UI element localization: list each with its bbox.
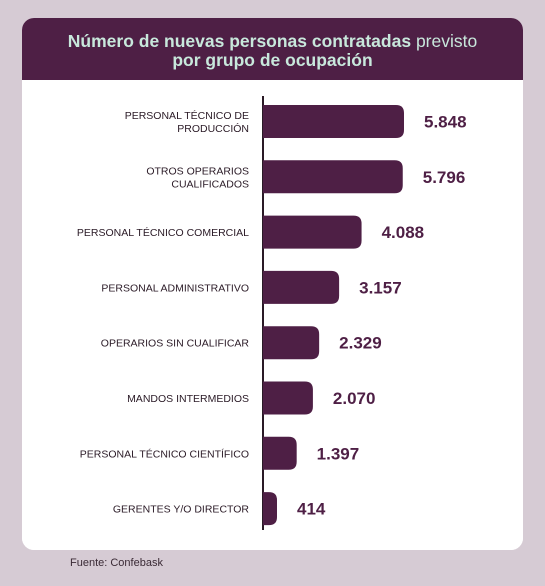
- category-label: PERSONAL TÉCNICO DE PRODUCCIÓN: [125, 109, 249, 135]
- chart-header: Número de nuevas personas contratadas pr…: [22, 18, 523, 80]
- bar: [263, 436, 297, 470]
- chart-title: Número de nuevas personas contratadas pr…: [22, 32, 523, 70]
- category-label: PERSONAL TÉCNICO COMERCIAL: [77, 226, 249, 239]
- category-label: MANDOS INTERMEDIOS: [127, 393, 249, 405]
- category-label: PERSONAL TÉCNICO CIENTÍFICO: [80, 447, 249, 460]
- value-label: 5.848: [424, 113, 467, 132]
- category-label: PERSONAL ADMINISTRATIVO: [101, 282, 249, 294]
- category-label: OTROS OPERARIOS CUALIFICADOS: [146, 165, 249, 190]
- value-label: 3.157: [359, 278, 402, 297]
- title-bold: Número de nuevas personas contratadas: [67, 31, 412, 51]
- bar: [263, 492, 277, 526]
- value-label: 5.796: [423, 168, 466, 187]
- chart-body: [22, 80, 523, 550]
- bar: [263, 160, 403, 194]
- bar: [263, 215, 362, 249]
- bar-chart: 5.848 PERSONAL TÉCNICO DE PRODUCCIÓN 5.796 O…: [77, 96, 467, 530]
- title-light: previsto: [415, 31, 478, 51]
- value-label: 1.397: [317, 444, 360, 463]
- bar: [263, 270, 340, 304]
- value-label: 2.329: [339, 334, 382, 353]
- source-note: Fuente: Confebask: [70, 557, 163, 569]
- category-label: OPERARIOS SIN CUALIFICAR: [101, 338, 250, 350]
- title-line2: por grupo de ocupación: [172, 50, 373, 70]
- bar: [263, 326, 320, 360]
- bar: [263, 105, 404, 138]
- value-label: 2.070: [333, 389, 376, 408]
- category-label: GERENTES Y/O DIRECTOR: [113, 504, 250, 516]
- value-label: 4.088: [382, 223, 425, 242]
- bar: [263, 381, 313, 415]
- chart-card: Número de nuevas personas contratadas pr…: [22, 18, 523, 550]
- value-label: 414: [297, 500, 326, 519]
